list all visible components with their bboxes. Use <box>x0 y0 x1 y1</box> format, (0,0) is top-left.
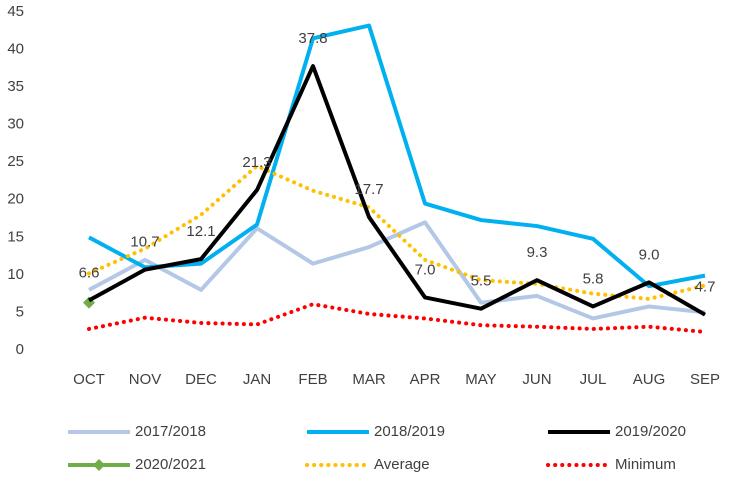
y-tick-label: 35 <box>7 78 24 95</box>
x-tick-label: JAN <box>243 371 271 388</box>
y-tick-label: 0 <box>16 341 24 358</box>
data-label: 17.7 <box>354 181 383 198</box>
x-tick-label: JUN <box>522 371 551 388</box>
legend-label: Minimum <box>615 456 676 473</box>
data-label: 5.5 <box>471 273 492 290</box>
data-label: 5.8 <box>583 270 604 287</box>
y-tick-label: 30 <box>7 116 24 133</box>
x-tick-label: OCT <box>73 371 105 388</box>
x-tick-label: DEC <box>185 371 217 388</box>
legend-label: 2019/2020 <box>615 423 686 440</box>
series-line <box>88 23 706 289</box>
y-tick-label: 25 <box>7 153 24 170</box>
y-tick-label: 45 <box>7 3 24 20</box>
y-tick-label: 20 <box>7 191 24 208</box>
x-tick-label: JUL <box>580 371 607 388</box>
series-line <box>88 220 706 321</box>
data-label: 9.0 <box>639 246 660 263</box>
x-tick-label: SEP <box>690 371 720 388</box>
y-tick-label: 15 <box>7 228 24 245</box>
legend-label: 2017/2018 <box>135 423 206 440</box>
data-label: 10.7 <box>130 234 159 251</box>
data-label: 4.7 <box>695 279 716 296</box>
series-line <box>87 302 707 334</box>
data-label: 6.6 <box>79 264 100 281</box>
x-tick-label: AUG <box>633 371 666 388</box>
y-tick-label: 5 <box>16 303 24 320</box>
y-tick-label: 40 <box>7 41 24 58</box>
x-tick-label: MAY <box>465 371 496 388</box>
x-tick-label: NOV <box>129 371 162 388</box>
legend-label: 2020/2021 <box>135 456 206 473</box>
data-label: 12.1 <box>186 223 215 240</box>
legend-marker <box>93 459 105 471</box>
x-tick-label: FEB <box>298 371 327 388</box>
x-tick-label: MAR <box>352 371 386 388</box>
data-label: 37.8 <box>298 30 327 47</box>
series-line <box>88 64 706 317</box>
x-tick-label: APR <box>410 371 441 388</box>
y-tick-label: 10 <box>7 266 24 283</box>
data-label: 21.3 <box>242 154 271 171</box>
legend-label: Average <box>374 456 430 473</box>
legend-label: 2018/2019 <box>374 423 445 440</box>
data-label: 9.3 <box>527 244 548 261</box>
data-label: 7.0 <box>415 261 436 278</box>
